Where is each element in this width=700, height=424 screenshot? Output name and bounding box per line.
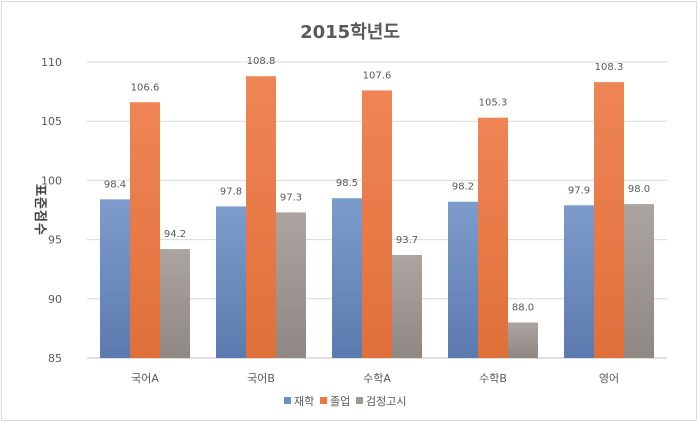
bar-3-2 xyxy=(508,322,538,358)
category-label-2: 수학A xyxy=(363,372,391,385)
legend-swatch-1 xyxy=(320,397,327,404)
bar-0-1 xyxy=(130,102,160,358)
y-axis-ticks: 85 90 95 100 105 110 xyxy=(41,56,62,365)
data-label-4-2: 98.0 xyxy=(628,184,650,195)
data-label-2-0: 98.5 xyxy=(336,178,358,189)
bar-4-1 xyxy=(594,82,624,359)
legend-swatch-2 xyxy=(356,397,363,404)
bars xyxy=(100,76,654,359)
bar-3-1 xyxy=(478,117,508,358)
bar-2-0 xyxy=(332,198,362,358)
data-label-3-2: 88.0 xyxy=(512,302,534,313)
bar-0-2 xyxy=(160,249,190,358)
data-label-0-0: 98.4 xyxy=(104,179,126,190)
y-tick-label-95: 95 xyxy=(48,234,62,247)
y-axis-label: 표준점수 xyxy=(32,184,47,236)
category-labels: 국어A 국어B 수학A 수학B 영어 xyxy=(131,372,619,385)
category-label-3: 수학B xyxy=(479,372,507,385)
legend-label-1: 졸업 xyxy=(330,395,350,408)
bar-4-2 xyxy=(624,204,654,358)
bar-0-0 xyxy=(100,199,130,358)
category-label-1: 국어B xyxy=(247,372,275,385)
y-tick-label-110: 110 xyxy=(41,56,62,69)
data-label-0-2: 94.2 xyxy=(164,229,186,240)
data-label-1-0: 97.8 xyxy=(220,186,242,197)
chart-title: 2015학년도 xyxy=(300,21,400,43)
data-label-2-2: 93.7 xyxy=(396,235,418,246)
data-label-3-1: 105.3 xyxy=(479,98,508,109)
data-labels: 98.4 106.6 94.2 97.8 108.8 97.3 98.5 107.6 93.7 9… xyxy=(104,56,650,313)
data-label-2-1: 107.6 xyxy=(363,70,392,81)
bar-3-0 xyxy=(448,201,478,358)
legend-label-0: 재학 xyxy=(294,395,314,408)
bar-2-1 xyxy=(362,90,392,358)
bar-1-1 xyxy=(246,76,276,358)
legend: 재학 졸업 검정고시 xyxy=(284,395,406,408)
data-label-4-0: 97.9 xyxy=(568,185,590,196)
data-label-3-0: 98.2 xyxy=(452,182,474,193)
legend-swatch-0 xyxy=(284,397,291,404)
y-tick-label-85: 85 xyxy=(48,352,62,365)
data-label-4-1: 108.3 xyxy=(595,62,624,73)
y-tick-label-100: 100 xyxy=(41,174,62,187)
bar-1-2 xyxy=(276,212,306,358)
data-label-0-1: 106.6 xyxy=(131,82,160,93)
bar-4-0 xyxy=(564,205,594,358)
y-tick-label-90: 90 xyxy=(48,293,62,306)
category-label-4: 영어 xyxy=(599,372,619,385)
category-label-0: 국어A xyxy=(131,372,159,385)
legend-label-2: 검정고시 xyxy=(366,395,406,408)
y-tick-label-105: 105 xyxy=(41,115,62,128)
data-label-1-2: 97.3 xyxy=(280,192,302,203)
bar-2-2 xyxy=(392,254,422,358)
bar-1-0 xyxy=(216,206,246,358)
data-label-1-1: 108.8 xyxy=(247,56,276,67)
